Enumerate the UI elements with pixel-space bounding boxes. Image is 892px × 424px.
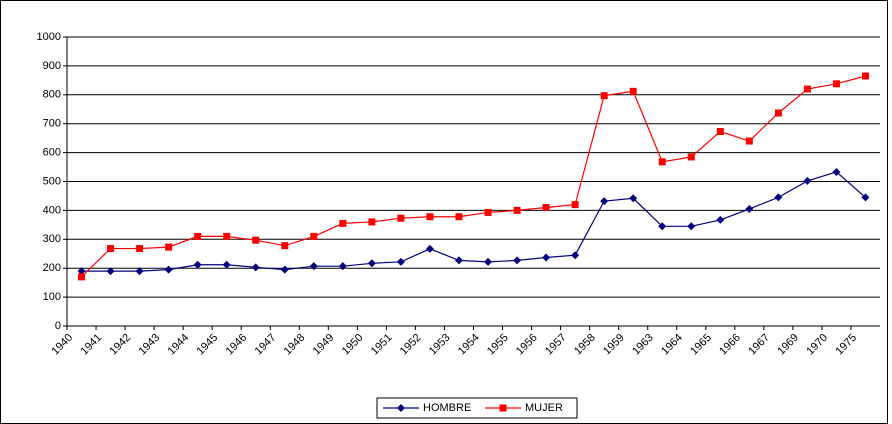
y-tick-label: 400 xyxy=(43,204,61,216)
point xyxy=(687,222,696,231)
point xyxy=(135,267,144,276)
point xyxy=(368,218,376,226)
point xyxy=(513,206,521,214)
point xyxy=(77,267,86,276)
point xyxy=(658,222,667,231)
point xyxy=(542,253,551,262)
point xyxy=(136,245,144,253)
y-tick-label: 800 xyxy=(43,89,61,101)
point xyxy=(281,242,289,250)
y-tick-label: 0 xyxy=(55,320,61,332)
point xyxy=(629,87,637,95)
point xyxy=(774,193,783,202)
point xyxy=(861,72,869,80)
y-tick-label: 900 xyxy=(43,60,61,72)
series-line xyxy=(81,75,866,278)
point xyxy=(658,158,666,166)
point xyxy=(425,244,434,253)
point xyxy=(687,153,695,161)
y-tick-label: 100 xyxy=(43,291,61,303)
point xyxy=(455,213,463,221)
point xyxy=(803,85,811,93)
point xyxy=(309,262,318,271)
y-tick-label: 300 xyxy=(43,233,61,245)
point xyxy=(78,273,86,281)
point xyxy=(803,176,812,185)
point xyxy=(861,193,870,202)
point xyxy=(774,109,782,117)
point xyxy=(426,213,434,221)
point xyxy=(542,204,550,212)
y-tick-label: 1000 xyxy=(37,31,61,43)
point xyxy=(107,245,115,253)
point xyxy=(716,128,724,136)
point xyxy=(310,232,318,240)
point xyxy=(280,265,289,274)
point xyxy=(454,256,463,265)
point xyxy=(338,262,347,271)
y-tick-label: 200 xyxy=(43,262,61,274)
point xyxy=(165,243,173,251)
point xyxy=(513,256,522,265)
point xyxy=(251,263,260,272)
point xyxy=(164,265,173,274)
point xyxy=(484,257,493,266)
point xyxy=(745,204,754,213)
point xyxy=(396,257,405,266)
point xyxy=(339,219,347,227)
point xyxy=(193,260,202,269)
point xyxy=(367,259,376,268)
series-line xyxy=(81,171,866,272)
point xyxy=(600,92,608,100)
legend-box xyxy=(376,397,578,419)
point xyxy=(745,137,753,145)
point xyxy=(397,214,405,222)
y-tick-label: 600 xyxy=(43,147,61,159)
point xyxy=(832,80,840,88)
point xyxy=(106,267,115,276)
point xyxy=(571,251,580,260)
point xyxy=(832,167,841,176)
point xyxy=(629,194,638,203)
point xyxy=(252,236,260,244)
y-tick-label: 500 xyxy=(43,175,61,187)
y-tick-label: 700 xyxy=(43,118,61,130)
point xyxy=(600,197,609,206)
legend-label: MUJER xyxy=(525,402,563,414)
point xyxy=(499,404,507,412)
point xyxy=(194,232,202,240)
point xyxy=(397,404,405,412)
point xyxy=(484,208,492,216)
legend-label: HOMBRE xyxy=(423,402,471,414)
point xyxy=(222,260,231,269)
point xyxy=(716,215,725,224)
point xyxy=(571,201,579,209)
point xyxy=(223,232,231,240)
